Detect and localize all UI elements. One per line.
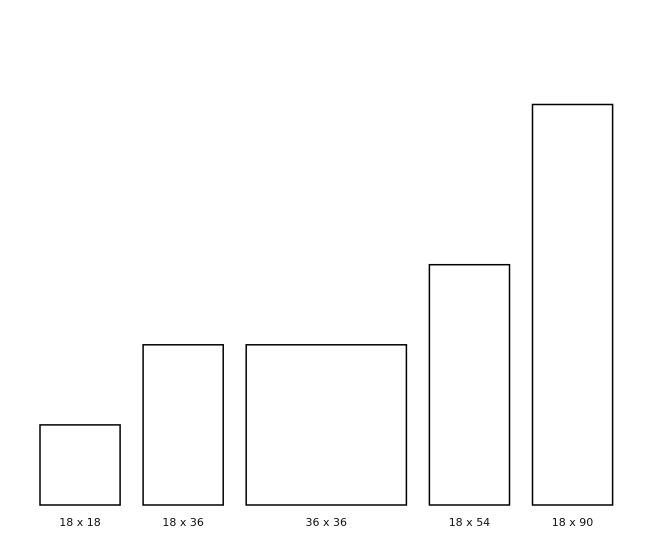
- size-box: [142, 344, 224, 506]
- size-box: [531, 103, 614, 506]
- size-label: 36 x 36: [306, 516, 348, 529]
- size-box: [39, 424, 121, 506]
- size-box: [245, 344, 408, 506]
- size-box: [428, 263, 511, 506]
- size-label: 18 x 54: [449, 516, 491, 529]
- size-label: 18 x 36: [162, 516, 204, 529]
- size-label: 18 x 18: [59, 516, 101, 529]
- size-label: 18 x 90: [552, 516, 594, 529]
